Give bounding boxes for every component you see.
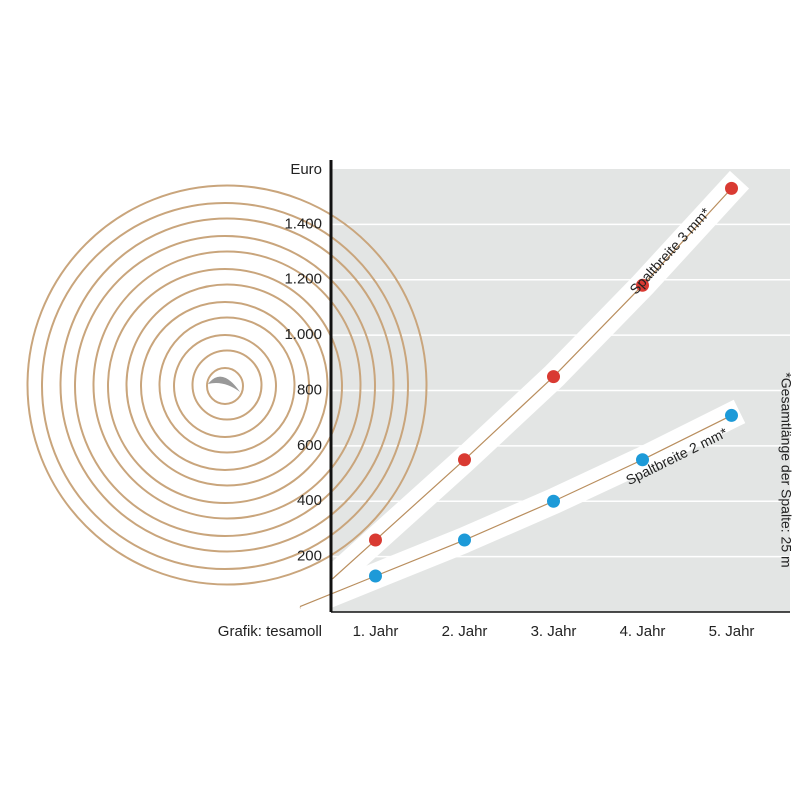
data-point [547,494,560,508]
spiral-ring [125,283,329,487]
spiral-core [208,376,240,392]
data-point [636,278,649,292]
spiral-ring [158,316,296,454]
x-tick-label: 4. Jahr [620,623,666,640]
source-label: Grafik: tesamoll [218,623,322,640]
spiral-ring [191,349,263,421]
x-tick-label: 2. Jahr [442,623,488,640]
x-tick-label: 3. Jahr [531,623,577,640]
y-tick-label: 1.200 [284,271,322,288]
data-point [725,408,738,422]
data-point [458,453,471,467]
spiral-ring [206,367,244,405]
y-axis-label: Euro [290,161,322,178]
spiral-ring [140,301,310,471]
data-point [636,453,649,467]
y-tick-label: 400 [297,492,322,509]
spiral-ring [59,217,395,553]
data-point [458,533,471,547]
spiral-ring [26,184,428,586]
tape-edge [299,575,376,608]
spiral-ring [74,235,376,537]
spiral-ring [173,334,277,438]
data-point [725,181,738,195]
y-tick-label: 1.400 [284,215,322,232]
spiral-ring [92,250,362,520]
y-tick-label: 800 [297,381,322,398]
spiral-ring [107,268,343,504]
annotation: *Gesamtlänge der Spalte: 25 m [778,372,794,567]
y-tick-label: 600 [297,437,322,454]
y-tick-label: 200 [297,548,322,565]
x-tick-label: 1. Jahr [353,623,399,640]
x-tick-label: 5. Jahr [709,623,755,640]
tape-spiral [26,184,428,586]
data-point [547,370,560,384]
y-tick-label: 1.000 [284,326,322,343]
spiral-ring [41,202,409,570]
data-point [369,533,382,547]
data-point [369,569,382,583]
